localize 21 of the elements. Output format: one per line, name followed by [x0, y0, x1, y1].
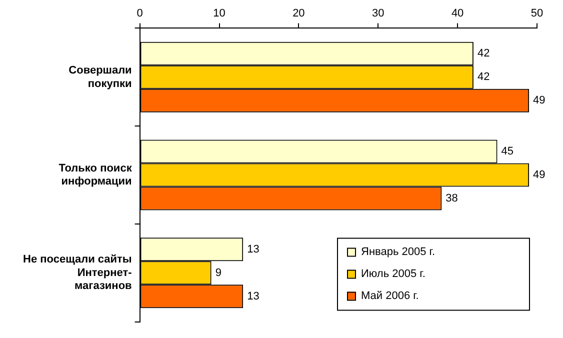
y-tick-label: Совершали покупки: [68, 64, 132, 90]
data-label: 13: [247, 243, 260, 256]
x-tick-label: 40: [451, 8, 464, 20]
data-label: 9: [215, 266, 222, 279]
data-label: 38: [446, 192, 458, 205]
legend-label: Январь 2005 г.: [361, 246, 436, 258]
x-tick-label: 20: [292, 8, 305, 20]
y-tick-label: Только поиск информации: [58, 162, 132, 188]
legend-label: Июль 2005 г.: [361, 268, 426, 280]
data-label: 13: [247, 290, 260, 302]
data-label: 45: [501, 146, 514, 158]
data-label: 42: [477, 48, 490, 60]
data-label: 49: [533, 169, 546, 182]
x-tick-label: 30: [372, 8, 384, 20]
data-label: 49: [533, 94, 546, 107]
data-label: 42: [477, 71, 490, 84]
x-tick-label: 50: [530, 8, 544, 20]
legend-label: Май 2006 г.: [361, 290, 419, 302]
y-tick-label: Не посещали сайты Интернет- магазинов: [22, 254, 132, 292]
x-tick-label: 0: [136, 8, 143, 20]
x-tick-label: 10: [213, 8, 226, 20]
